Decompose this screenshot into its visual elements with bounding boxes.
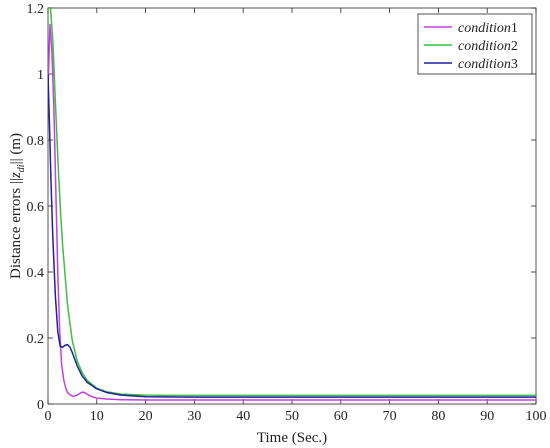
x-tick-label: 30 — [187, 409, 201, 424]
x-tick-label: 70 — [383, 409, 397, 424]
y-axis-label-unit: (m) — [8, 133, 24, 158]
x-tick-label: 60 — [334, 409, 348, 424]
x-tick-label: 10 — [90, 409, 104, 424]
axis-tick-labels: 0 10 20 30 40 50 60 70 80 90 100 0 0.2 0.4 0.6 0.8 1 1.2 — [27, 2, 547, 424]
data-lines — [48, 8, 536, 401]
x-axis-label: Time (Sec.) — [257, 430, 327, 446]
x-tick-label: 50 — [285, 409, 299, 424]
y-tick-label: 0.2 — [27, 332, 45, 347]
x-tick-label: 90 — [480, 409, 494, 424]
y-axis-label-norm-open: || — [8, 178, 24, 184]
y-axis-label-var: z — [8, 172, 24, 179]
x-tick-label: 0 — [45, 409, 52, 424]
series-line-condition3 — [48, 73, 536, 398]
legend-box — [417, 13, 533, 75]
y-tick-label: 0.4 — [27, 266, 45, 281]
series-line-condition2 — [48, 8, 536, 397]
y-tick-label: 0.6 — [27, 200, 45, 215]
y-tick-label: 1 — [37, 68, 44, 83]
x-tick-label: 80 — [431, 409, 445, 424]
series-line-condition1 — [48, 23, 536, 401]
y-tick-label: 0 — [37, 398, 44, 413]
legend: condition1 condition2 condition3 — [417, 13, 533, 75]
legend-label-condition1: condition1 — [458, 21, 518, 36]
y-axis-label: Distance errors ||zdi|| (m) — [8, 133, 27, 279]
legend-label-condition2: condition2 — [458, 39, 518, 54]
x-tick-label: 40 — [236, 409, 250, 424]
x-tick-label: 20 — [139, 409, 153, 424]
x-tick-label: 100 — [526, 409, 547, 424]
legend-label-condition3: condition3 — [458, 57, 518, 72]
y-tick-label: 0.8 — [27, 134, 45, 149]
y-axis-label-text: Distance errors — [8, 184, 24, 279]
y-tick-label: 1.2 — [27, 2, 45, 17]
y-axis-label-sub: di — [16, 164, 27, 172]
y-axis-label-norm-close: || — [8, 158, 24, 164]
